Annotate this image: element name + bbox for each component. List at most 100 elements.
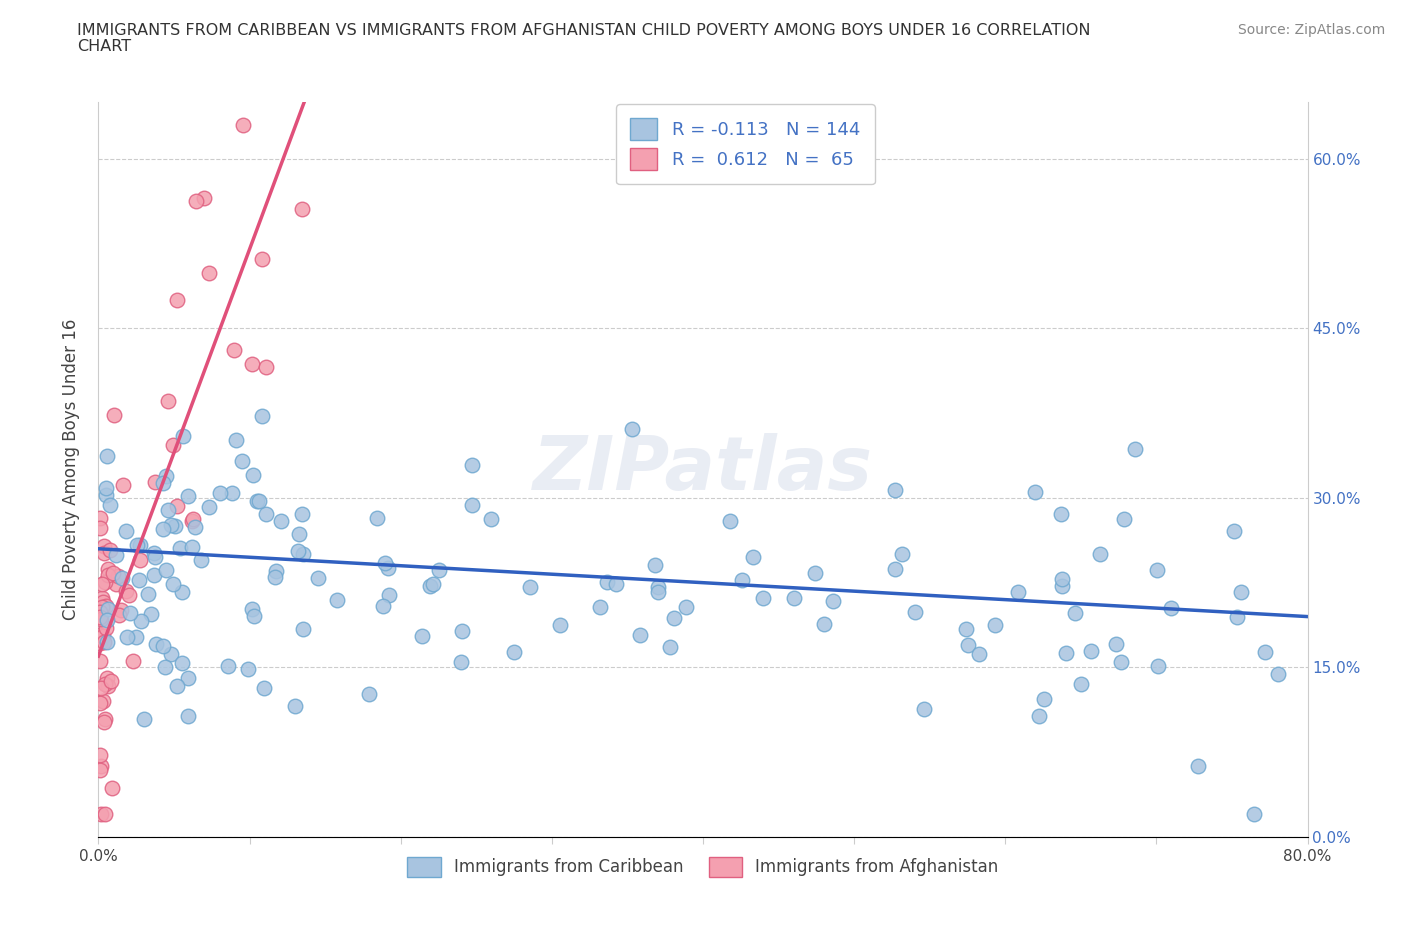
Immigrants from Caribbean [1024, 485, 1046, 499]
Immigrants from Caribbean [291, 622, 314, 637]
Immigrants from Caribbean [371, 598, 394, 613]
Immigrants from Caribbean [94, 481, 117, 496]
Immigrants from Caribbean [104, 548, 127, 563]
Immigrants from Caribbean [132, 711, 155, 726]
Legend: Immigrants from Caribbean, Immigrants from Afghanistan: Immigrants from Caribbean, Immigrants fr… [401, 850, 1005, 883]
Immigrants from Caribbean [427, 563, 450, 578]
Immigrants from Caribbean [169, 540, 191, 555]
Immigrants from Afghanistan [166, 498, 188, 513]
Immigrants from Caribbean [221, 486, 243, 501]
Immigrants from Afghanistan [222, 343, 245, 358]
Immigrants from Afghanistan [89, 763, 111, 777]
Immigrants from Caribbean [209, 485, 232, 500]
Immigrants from Afghanistan [93, 711, 115, 726]
Immigrants from Caribbean [1223, 524, 1246, 538]
Immigrants from Caribbean [183, 520, 205, 535]
Immigrants from Afghanistan [122, 654, 145, 669]
Immigrants from Caribbean [139, 606, 162, 621]
Immigrants from Afghanistan [162, 438, 184, 453]
Immigrants from Caribbean [120, 605, 142, 620]
Immigrants from Afghanistan [98, 543, 121, 558]
Immigrants from Caribbean [621, 421, 644, 436]
Immigrants from Caribbean [307, 571, 329, 586]
Immigrants from Afghanistan [111, 478, 134, 493]
Immigrants from Caribbean [111, 571, 134, 586]
Immigrants from Caribbean [957, 638, 980, 653]
Immigrants from Afghanistan [90, 611, 112, 626]
Immigrants from Caribbean [117, 630, 139, 644]
Immigrants from Caribbean [128, 538, 150, 552]
Immigrants from Afghanistan [97, 562, 120, 577]
Immigrants from Afghanistan [232, 117, 254, 132]
Immigrants from Afghanistan [97, 567, 120, 582]
Immigrants from Caribbean [177, 671, 200, 685]
Immigrants from Caribbean [236, 661, 259, 676]
Immigrants from Caribbean [240, 601, 263, 616]
Immigrants from Caribbean [1050, 578, 1073, 593]
Immigrants from Caribbean [1007, 584, 1029, 599]
Immigrants from Caribbean [548, 618, 571, 632]
Y-axis label: Child Poverty Among Boys Under 16: Child Poverty Among Boys Under 16 [62, 319, 80, 620]
Immigrants from Caribbean [96, 634, 118, 649]
Immigrants from Caribbean [595, 574, 617, 589]
Immigrants from Afghanistan [89, 654, 111, 669]
Immigrants from Afghanistan [91, 694, 114, 709]
Immigrants from Afghanistan [89, 604, 111, 619]
Immigrants from Caribbean [96, 612, 118, 627]
Immigrants from Afghanistan [89, 747, 111, 762]
Immigrants from Caribbean [377, 560, 399, 575]
Immigrants from Caribbean [903, 604, 925, 619]
Immigrants from Caribbean [1146, 563, 1168, 578]
Immigrants from Afghanistan [291, 201, 314, 216]
Immigrants from Afghanistan [91, 599, 114, 614]
Immigrants from Caribbean [177, 488, 200, 503]
Immigrants from Caribbean [160, 646, 183, 661]
Immigrants from Caribbean [198, 500, 221, 515]
Immigrants from Caribbean [589, 600, 612, 615]
Immigrants from Caribbean [143, 568, 166, 583]
Immigrants from Caribbean [152, 476, 174, 491]
Immigrants from Caribbean [97, 602, 120, 617]
Immigrants from Caribbean [658, 639, 681, 654]
Immigrants from Caribbean [1187, 759, 1209, 774]
Immigrants from Afghanistan [89, 696, 111, 711]
Immigrants from Caribbean [378, 588, 401, 603]
Immigrants from Caribbean [450, 655, 472, 670]
Immigrants from Afghanistan [107, 568, 129, 583]
Immigrants from Caribbean [1028, 708, 1050, 723]
Immigrants from Caribbean [292, 546, 315, 561]
Immigrants from Caribbean [284, 698, 307, 713]
Immigrants from Afghanistan [90, 807, 112, 822]
Immigrants from Afghanistan [166, 292, 188, 307]
Immigrants from Caribbean [1050, 572, 1073, 587]
Immigrants from Caribbean [155, 563, 177, 578]
Immigrants from Caribbean [752, 591, 775, 605]
Immigrants from Caribbean [127, 538, 149, 552]
Immigrants from Caribbean [270, 513, 292, 528]
Immigrants from Caribbean [142, 546, 165, 561]
Immigrants from Caribbean [152, 521, 174, 536]
Immigrants from Caribbean [98, 498, 121, 512]
Immigrants from Caribbean [1050, 507, 1073, 522]
Immigrants from Caribbean [243, 609, 266, 624]
Immigrants from Caribbean [955, 621, 977, 636]
Immigrants from Caribbean [419, 578, 441, 593]
Immigrants from Caribbean [1070, 676, 1092, 691]
Immigrants from Caribbean [1064, 606, 1087, 621]
Immigrants from Afghanistan [108, 608, 131, 623]
Immigrants from Caribbean [519, 579, 541, 594]
Immigrants from Afghanistan [197, 266, 219, 281]
Immigrants from Caribbean [326, 592, 349, 607]
Immigrants from Caribbean [1267, 667, 1289, 682]
Immigrants from Caribbean [479, 512, 502, 526]
Immigrants from Caribbean [359, 686, 381, 701]
Immigrants from Afghanistan [157, 394, 180, 409]
Immigrants from Caribbean [152, 639, 174, 654]
Immigrants from Afghanistan [91, 629, 114, 644]
Immigrants from Caribbean [675, 600, 697, 615]
Immigrants from Caribbean [967, 646, 990, 661]
Immigrants from Afghanistan [90, 759, 112, 774]
Immigrants from Afghanistan [90, 680, 112, 695]
Immigrants from Caribbean [1054, 645, 1077, 660]
Immigrants from Caribbean [155, 469, 177, 484]
